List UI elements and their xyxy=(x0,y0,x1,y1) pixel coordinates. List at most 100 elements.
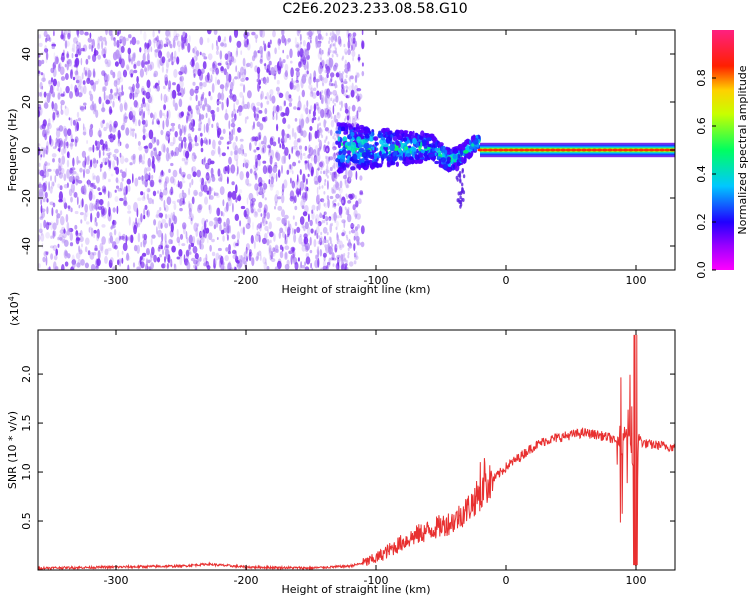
spectrogram-dot xyxy=(602,148,608,152)
spectrogram-blob xyxy=(320,236,323,240)
spectrogram-blob xyxy=(128,86,132,90)
spectrogram-blob xyxy=(129,162,133,166)
spectrogram-blob xyxy=(128,54,131,64)
spectrogram-blob xyxy=(114,189,117,193)
spectrogram-blob xyxy=(129,234,134,243)
spectrogram-blob xyxy=(335,30,341,36)
spectrogram-blob xyxy=(114,50,119,57)
spectrogram-blob xyxy=(65,132,68,142)
spectrogram-blob xyxy=(259,55,264,62)
spectrogram-blob xyxy=(420,141,423,148)
spectrogram-blob xyxy=(344,177,347,186)
spectrogram-blob xyxy=(93,203,97,209)
spectrogram-blob xyxy=(273,233,276,242)
spectrogram-blob xyxy=(117,30,121,35)
spectrogram-blob xyxy=(249,61,253,69)
spectrogram-blob xyxy=(418,152,424,158)
spectrogram-blob xyxy=(179,166,182,176)
spectrogram-blob xyxy=(108,259,113,269)
spectrogram-blob xyxy=(198,135,200,143)
spectrogram-blob xyxy=(263,261,268,270)
spectrogram-blob xyxy=(355,251,358,259)
spectrogram-blob xyxy=(154,37,158,41)
spectrogram-blob xyxy=(181,176,185,181)
spectrogram-blob xyxy=(238,189,243,194)
y-tick-label: 1.5 xyxy=(20,414,33,432)
spectrogram-blob xyxy=(123,200,128,207)
spectrogram-blob xyxy=(185,231,188,240)
spectrogram-blob xyxy=(212,70,215,75)
spectrogram-blob xyxy=(253,111,256,118)
spectrogram-blob xyxy=(176,236,181,243)
spectrogram-blob xyxy=(202,61,207,70)
spectrogram-blob xyxy=(72,76,76,81)
spectrogram-blob xyxy=(62,197,66,206)
spectrogram-blob xyxy=(246,38,249,46)
spectrogram-blob xyxy=(372,161,379,168)
spectrogram-blob xyxy=(356,224,360,229)
spectrogram-blob xyxy=(304,266,310,270)
spectrogram-blob xyxy=(451,159,454,165)
spectrogram-blob xyxy=(49,94,52,98)
spectrogram-blob xyxy=(324,120,327,124)
spectrogram-blob xyxy=(38,234,41,242)
spectrogram-blob xyxy=(302,52,307,61)
spectrogram-blob xyxy=(181,139,184,149)
spectrogram-blob xyxy=(293,80,295,84)
spectrogram-blob xyxy=(325,32,328,37)
spectrogram-blob xyxy=(189,96,192,101)
spectrogram-blob xyxy=(269,246,271,254)
spectrogram-blob xyxy=(340,80,345,85)
spectrogram-blob xyxy=(251,197,256,203)
y-tick-label: 40 xyxy=(20,47,33,61)
spectrogram-dot xyxy=(643,148,649,152)
spectrogram-blob xyxy=(145,91,151,100)
spectrogram-blob xyxy=(165,59,170,68)
spectrogram-blob xyxy=(53,254,58,261)
spectrogram-blob xyxy=(276,79,280,85)
spectrogram-blob xyxy=(191,178,194,186)
spectrogram-blob xyxy=(78,245,81,253)
spectrogram-blob xyxy=(145,264,148,270)
spectrogram-blob xyxy=(304,70,309,78)
spectrogram-blob xyxy=(228,59,233,66)
spectrogram-blob xyxy=(162,120,165,130)
spectrogram-blob xyxy=(340,214,343,218)
spectrogram-blob xyxy=(351,159,357,163)
spectrogram-blob xyxy=(203,137,208,145)
spectrogram-blob xyxy=(57,148,60,152)
spectrogram-blob xyxy=(345,168,348,176)
spectrogram-blob xyxy=(354,114,357,122)
spectrogram-blob xyxy=(339,107,342,112)
spectrogram-blob xyxy=(214,147,217,155)
spectrogram-blob xyxy=(147,43,150,49)
spectrogram-blob xyxy=(240,227,245,234)
spectrogram-blob xyxy=(278,105,283,111)
spectrogram-blob xyxy=(144,204,148,210)
spectrogram-blob xyxy=(238,105,243,113)
spectrogram-blob xyxy=(188,142,193,152)
spectrogram-blob xyxy=(122,242,128,252)
spectrogram-blob xyxy=(274,244,279,250)
spectrogram-blob xyxy=(435,141,438,148)
spectrogram-blob xyxy=(224,53,229,61)
spectrogram-blob xyxy=(64,105,67,109)
spectrogram-blob xyxy=(194,134,198,143)
spectrogram-blob xyxy=(339,194,342,203)
spectrogram-blob xyxy=(63,202,68,210)
spectrogram-blob xyxy=(49,135,52,145)
spectrogram-blob xyxy=(347,40,351,49)
spectrogram-blob xyxy=(322,214,326,220)
spectrogram-blob xyxy=(335,130,340,134)
spectrogram-blob xyxy=(228,95,233,99)
spectrogram-blob xyxy=(417,134,420,141)
spectrogram-blob xyxy=(39,92,42,97)
spectrogram-blob xyxy=(173,178,176,186)
spectrogram-blob xyxy=(343,253,346,257)
spectrogram-blob xyxy=(345,116,347,120)
spectrogram-blob xyxy=(273,247,277,255)
y-tick-label: 1.0 xyxy=(20,463,33,481)
spectrogram-blob xyxy=(187,112,190,122)
spectrogram-blob xyxy=(325,137,328,141)
spectrogram-blob xyxy=(121,91,125,96)
